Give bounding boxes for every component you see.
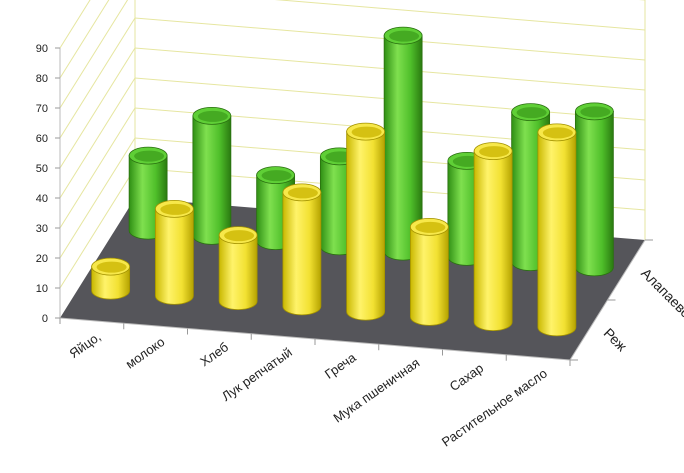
bar-top-inner xyxy=(96,261,127,273)
bar-body xyxy=(574,110,614,277)
gridline xyxy=(59,17,646,139)
y-tick-label: 60 xyxy=(36,133,48,145)
y-tick-label: 10 xyxy=(36,283,48,295)
bar-top-inner xyxy=(287,187,318,199)
bar xyxy=(282,183,322,316)
series-tick-label: Реж xyxy=(601,325,631,355)
x-tick-label: Хлеб xyxy=(197,339,231,369)
bar-body xyxy=(346,131,386,321)
bar xyxy=(473,142,513,331)
series-tick-label: Алапаевск xyxy=(638,265,684,326)
y-tick-label: 0 xyxy=(42,313,48,325)
y-tick-label: 20 xyxy=(36,253,48,265)
bar-body xyxy=(473,150,513,331)
chart-bars xyxy=(91,26,614,337)
bar-top-inner xyxy=(134,150,165,162)
bar-body xyxy=(192,115,232,245)
bar xyxy=(91,257,131,300)
bar xyxy=(192,106,232,245)
y-axis: 0 10 20 30 40 50 60 70 80 90 xyxy=(36,43,61,325)
x-tick-label: Лук репчатый xyxy=(219,345,295,404)
chart-walls xyxy=(59,0,646,289)
bar xyxy=(409,217,449,326)
bar xyxy=(537,123,577,337)
bar xyxy=(346,122,386,321)
y-tick-label: 40 xyxy=(36,193,48,205)
bar-top-inner xyxy=(160,203,191,215)
bar-body xyxy=(154,208,194,305)
bar-top-inner xyxy=(415,221,446,233)
bar-top-inner xyxy=(580,106,611,118)
bar-body xyxy=(218,234,258,310)
bar-body xyxy=(282,191,322,316)
bar-top-inner xyxy=(479,146,510,158)
gridline xyxy=(59,0,645,79)
x-tick-label: Яйцо, xyxy=(66,329,103,361)
bar xyxy=(218,226,258,310)
bar-top-inner xyxy=(389,30,420,42)
bar-top-inner xyxy=(261,170,292,182)
y-tick-label: 30 xyxy=(36,223,48,235)
gridline xyxy=(59,0,91,49)
x-tick-label: Сахар xyxy=(447,360,486,394)
bar-body xyxy=(537,131,577,337)
gridline xyxy=(59,0,646,109)
bar-top-inner xyxy=(542,127,573,139)
x-tick-label: Греча xyxy=(322,349,359,381)
y-tick-label: 70 xyxy=(36,103,48,115)
x-tick-label: молоко xyxy=(123,334,168,371)
bar-top-inner xyxy=(516,107,547,119)
y-tick-label: 50 xyxy=(36,163,48,175)
bar xyxy=(574,102,614,277)
y-tick-label: 80 xyxy=(36,73,48,85)
bar-top-inner xyxy=(197,110,228,122)
bar-body xyxy=(91,266,131,300)
bar-top-inner xyxy=(224,230,255,242)
bar xyxy=(383,26,423,261)
bar xyxy=(154,199,194,305)
y-tick-label: 90 xyxy=(36,43,48,55)
bar-body xyxy=(409,226,449,326)
bar-top-inner xyxy=(351,126,382,138)
